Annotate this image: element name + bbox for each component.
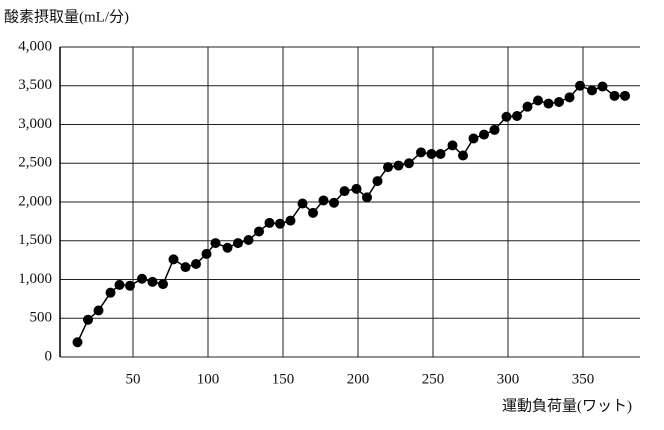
data-point — [137, 273, 147, 284]
data-point — [416, 147, 426, 158]
data-point — [254, 226, 264, 237]
x-tick-label: 350 — [572, 371, 595, 387]
data-point — [125, 280, 135, 291]
data-point — [426, 148, 437, 159]
data-point — [275, 218, 285, 229]
data-point — [264, 217, 275, 228]
data-point — [383, 162, 393, 173]
x-tick-label: 300 — [497, 371, 520, 387]
data-point — [587, 85, 597, 96]
x-tick-label: 50 — [126, 371, 141, 387]
data-point — [404, 158, 414, 169]
data-point — [147, 276, 158, 287]
data-point — [522, 101, 533, 112]
y-tick-label: 3,500 — [18, 77, 52, 93]
data-point — [72, 337, 83, 348]
data-point — [597, 81, 608, 92]
data-point — [479, 129, 489, 140]
data-point — [233, 238, 243, 249]
data-point — [180, 262, 191, 273]
y-tick-label: 2,500 — [18, 155, 52, 171]
data-point — [372, 176, 383, 187]
x-axis-label: 運動負荷量(ワット) — [502, 397, 632, 414]
data-point — [168, 254, 179, 265]
y-tick-label: 4,000 — [18, 38, 52, 54]
data-point — [351, 183, 362, 194]
data-point — [468, 133, 479, 144]
data-point — [158, 279, 168, 290]
data-point — [285, 215, 296, 226]
x-tick-label: 100 — [197, 371, 220, 387]
data-point — [191, 259, 201, 269]
data-point — [210, 238, 221, 249]
y-tick-label: 1,000 — [18, 271, 52, 287]
data-point — [501, 111, 512, 122]
data-point — [297, 198, 308, 209]
data-point — [554, 97, 564, 108]
data-point — [362, 192, 372, 203]
data-point — [393, 160, 404, 171]
data-point — [243, 234, 254, 245]
y-tick-label: 3,000 — [18, 116, 52, 132]
data-point — [114, 279, 125, 290]
data-point — [105, 287, 116, 298]
y-tick-label: 500 — [30, 310, 53, 326]
data-point — [620, 90, 630, 101]
y-tick-label: 1,500 — [18, 232, 52, 248]
data-point — [318, 195, 329, 206]
x-tick-label: 150 — [272, 371, 295, 387]
x-tick-label: 250 — [422, 371, 445, 387]
data-point — [222, 242, 233, 253]
data-point — [329, 197, 339, 208]
data-point — [339, 186, 350, 197]
data-point — [489, 124, 500, 135]
data-point — [201, 248, 212, 259]
data-point — [447, 140, 458, 151]
data-point — [435, 148, 446, 159]
data-point — [609, 90, 620, 101]
data-point — [308, 207, 318, 218]
data-point — [575, 80, 585, 91]
data-line — [76, 84, 625, 343]
data-point — [458, 150, 468, 161]
data-point — [533, 95, 543, 106]
data-point — [93, 305, 104, 316]
data-point — [564, 92, 575, 103]
chart-title: 酸素摂取量(mL/分) — [4, 8, 129, 25]
y-tick-label: 0 — [45, 348, 53, 364]
data-point — [543, 98, 554, 109]
y-tick-label: 2,000 — [18, 193, 52, 209]
data-point — [512, 110, 522, 121]
data-point — [83, 314, 93, 325]
x-tick-label: 200 — [347, 371, 370, 387]
